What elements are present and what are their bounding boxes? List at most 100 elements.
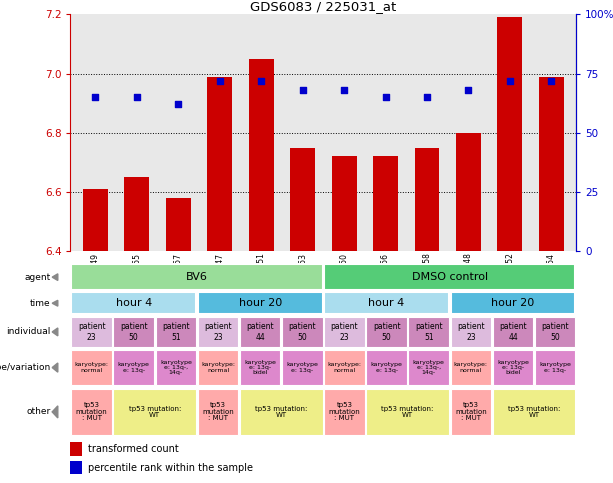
- Polygon shape: [52, 406, 58, 418]
- Bar: [451, 317, 491, 347]
- Text: hour 4: hour 4: [368, 298, 405, 308]
- Bar: [198, 350, 238, 385]
- Text: tp53
mutation
: MUT: tp53 mutation : MUT: [329, 402, 360, 421]
- Text: karyotype:
normal: karyotype: normal: [454, 362, 488, 373]
- Bar: [324, 317, 365, 347]
- Text: individual: individual: [6, 327, 51, 337]
- Text: karyotype:
normal: karyotype: normal: [327, 362, 362, 373]
- Bar: [83, 189, 108, 251]
- Point: [215, 77, 224, 85]
- Bar: [373, 156, 398, 251]
- Text: tp53 mutation:
WT: tp53 mutation: WT: [381, 406, 434, 418]
- Bar: [166, 198, 191, 251]
- Bar: [367, 350, 407, 385]
- Title: GDS6083 / 225031_at: GDS6083 / 225031_at: [250, 0, 397, 14]
- Bar: [408, 350, 449, 385]
- Bar: [493, 317, 533, 347]
- Text: patient
50: patient 50: [120, 322, 148, 341]
- Polygon shape: [52, 328, 58, 336]
- Bar: [71, 350, 112, 385]
- Bar: [367, 389, 449, 435]
- Bar: [282, 350, 322, 385]
- Text: genotype/variation: genotype/variation: [0, 363, 51, 372]
- Bar: [156, 317, 196, 347]
- Text: time: time: [30, 298, 51, 308]
- Text: patient
50: patient 50: [289, 322, 316, 341]
- Bar: [240, 350, 280, 385]
- Text: patient
44: patient 44: [499, 322, 527, 341]
- Point: [298, 86, 308, 94]
- Bar: [456, 133, 481, 251]
- Bar: [240, 317, 280, 347]
- Text: transformed count: transformed count: [88, 444, 179, 454]
- Text: hour 4: hour 4: [116, 298, 152, 308]
- Bar: [324, 292, 449, 314]
- Text: karyotype:
normal: karyotype: normal: [201, 362, 235, 373]
- Bar: [414, 148, 440, 251]
- Bar: [240, 389, 322, 435]
- Bar: [539, 77, 564, 251]
- Text: tp53
mutation
: MUT: tp53 mutation : MUT: [202, 402, 234, 421]
- Bar: [290, 148, 315, 251]
- Bar: [324, 350, 365, 385]
- Polygon shape: [52, 363, 58, 372]
- Point: [339, 86, 349, 94]
- Text: patient
23: patient 23: [204, 322, 232, 341]
- Bar: [535, 317, 576, 347]
- Point: [505, 77, 515, 85]
- Text: hour 20: hour 20: [238, 298, 282, 308]
- Bar: [249, 59, 273, 251]
- Bar: [198, 389, 238, 435]
- Bar: [198, 317, 238, 347]
- Point: [132, 93, 142, 101]
- Point: [91, 93, 101, 101]
- Bar: [71, 389, 112, 435]
- Point: [463, 86, 473, 94]
- Text: patient
23: patient 23: [78, 322, 105, 341]
- Text: other: other: [26, 407, 51, 416]
- Point: [256, 77, 266, 85]
- Bar: [324, 264, 576, 290]
- Text: patient
50: patient 50: [541, 322, 569, 341]
- Text: patient
51: patient 51: [415, 322, 443, 341]
- Bar: [408, 317, 449, 347]
- Text: karyotype
e: 13q-,
14q-: karyotype e: 13q-, 14q-: [413, 360, 444, 375]
- Bar: [198, 292, 322, 314]
- Point: [422, 93, 432, 101]
- Text: percentile rank within the sample: percentile rank within the sample: [88, 463, 253, 473]
- Bar: [207, 77, 232, 251]
- Text: karyotype
e: 13q-: karyotype e: 13q-: [118, 362, 150, 373]
- Text: karyotype
e: 13q-: karyotype e: 13q-: [286, 362, 318, 373]
- Bar: [71, 264, 322, 290]
- Bar: [493, 389, 576, 435]
- Text: DMSO control: DMSO control: [412, 272, 488, 282]
- Bar: [113, 350, 154, 385]
- Bar: [113, 317, 154, 347]
- Text: tp53
mutation
: MUT: tp53 mutation : MUT: [455, 402, 487, 421]
- Bar: [282, 317, 322, 347]
- Text: karyotype
e: 13q-,
14q-: karyotype e: 13q-, 14q-: [160, 360, 192, 375]
- Polygon shape: [52, 274, 58, 281]
- Bar: [71, 292, 196, 314]
- Bar: [451, 292, 576, 314]
- Text: patient
44: patient 44: [246, 322, 274, 341]
- Bar: [70, 461, 82, 474]
- Text: karyotype:
normal: karyotype: normal: [75, 362, 109, 373]
- Point: [173, 100, 183, 108]
- Text: karyotype
e: 13q-
bidel: karyotype e: 13q- bidel: [244, 360, 276, 375]
- Text: hour 20: hour 20: [492, 298, 535, 308]
- Bar: [324, 389, 365, 435]
- Polygon shape: [52, 300, 58, 306]
- Bar: [70, 442, 82, 456]
- Text: tp53 mutation:
WT: tp53 mutation: WT: [508, 406, 560, 418]
- Bar: [71, 317, 112, 347]
- Text: patient
23: patient 23: [457, 322, 485, 341]
- Bar: [332, 156, 357, 251]
- Text: patient
23: patient 23: [330, 322, 358, 341]
- Text: patient
51: patient 51: [162, 322, 189, 341]
- Text: karyotype
e: 13q-: karyotype e: 13q-: [539, 362, 571, 373]
- Bar: [124, 177, 149, 251]
- Bar: [451, 389, 491, 435]
- Text: tp53 mutation:
WT: tp53 mutation: WT: [255, 406, 307, 418]
- Bar: [156, 350, 196, 385]
